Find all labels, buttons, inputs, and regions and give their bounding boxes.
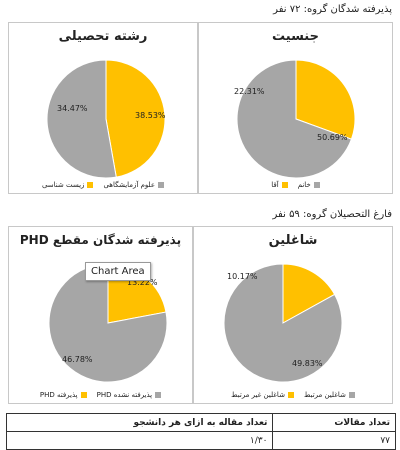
chart-title-employed: شاغلین — [268, 233, 318, 248]
legend-label: خانم — [297, 181, 311, 189]
data-label-gray: 46.78% — [62, 355, 93, 364]
legend-employed: شاغلین مرتبط شاغلین غیر مرتبط — [194, 391, 392, 399]
legend-item-yellow: زیست شناسی — [41, 181, 94, 189]
table-header-row: تعداد مقالات تعداد مقاله به ازای هر دانش… — [5, 413, 396, 432]
pie-slice-yellow — [105, 59, 166, 178]
legend-item-yellow: آقا — [271, 181, 288, 189]
chart-title-gender: جنسیت — [272, 29, 319, 44]
graduates-heading: فارغ التحصیلان گروه: ۵۹ نفر — [272, 209, 392, 220]
legend-label: آقا — [271, 181, 279, 189]
pie-slice-gray — [46, 59, 117, 179]
legend-item-gray: علوم آزمایشگاهی — [103, 181, 165, 189]
data-label-gray: 50.69% — [317, 133, 348, 142]
legend-phd: پذیرفته نشده PHD پذیرفته PHD — [9, 391, 192, 399]
chart-title-field: رشته تحصیلی — [58, 29, 148, 44]
pie-slice-yellow — [282, 263, 336, 324]
legend-swatch-gray — [313, 182, 320, 188]
legend-gender: خانم آقا — [199, 181, 392, 189]
legend-swatch-gray — [348, 392, 355, 398]
legend-swatch-gray — [158, 182, 165, 188]
pie-slice-gray — [223, 263, 343, 383]
legend-label: شاغلین مرتبط — [303, 391, 346, 399]
chart-panel-gender[interactable]: جنسیت 22.31% 50.69% خانم آقا — [198, 22, 393, 194]
legend-swatch-gray — [155, 392, 162, 398]
legend-item-gray: خانم — [298, 181, 320, 189]
legend-label: زیست شناسی — [41, 181, 85, 189]
legend-item-yellow: شاغلین غیر مرتبط — [231, 391, 294, 399]
chart-title-phd: پذیرفته شدگان مقطع PHD — [19, 233, 182, 247]
accepted-heading: پذیرفته شدگان گروه: ۷۲ نفر — [273, 4, 392, 15]
data-label-yellow: 10.17% — [227, 272, 258, 281]
legend-label: شاغلین غیر مرتبط — [231, 391, 285, 399]
legend-swatch-yellow — [87, 182, 94, 188]
legend-swatch-yellow — [80, 392, 87, 398]
data-label-gray: 49.83% — [292, 359, 323, 368]
data-label-yellow: 13.22% — [127, 278, 158, 287]
table-row: ۷۷ ۱/۳۰ — [5, 431, 396, 450]
chart-area-tooltip: Chart Area — [85, 262, 151, 281]
chart-panel-phd[interactable]: پذیرفته شدگان مقطع PHD 13.22% 46.78% پذی… — [8, 226, 193, 404]
legend-item-yellow: پذیرفته PHD — [40, 391, 87, 399]
chart-panel-employed[interactable]: شاغلین 10.17% 49.83% شاغلین مرتبط شاغلین… — [193, 226, 393, 404]
pie-slice-yellow — [295, 59, 356, 140]
chart-panel-field[interactable]: رشته تحصیلی 34.47% 38.53% علوم آزمایشگاه… — [8, 22, 198, 194]
legend-label: پذیرفته PHD — [39, 391, 78, 399]
legend-swatch-yellow — [281, 182, 288, 188]
table-cell: ۷۷ — [272, 431, 396, 450]
pie-chart-employed — [223, 263, 343, 383]
data-label-yellow: 22.31% — [234, 87, 265, 96]
pie-chart-gender — [236, 59, 356, 179]
pie-slice-gray — [48, 263, 168, 383]
stats-table: تعداد مقالات تعداد مقاله به ازای هر دانش… — [5, 413, 396, 450]
table-header-cell: تعداد مقاله به ازای هر دانشجو — [5, 413, 274, 432]
data-label-gray: 38.53% — [135, 111, 166, 120]
legend-field: علوم آزمایشگاهی زیست شناسی — [9, 181, 197, 189]
table-header-cell: تعداد مقالات — [272, 413, 396, 432]
legend-label: پذیرفته نشده PHD — [96, 391, 153, 399]
legend-swatch-yellow — [287, 392, 294, 398]
legend-label: علوم آزمایشگاهی — [103, 181, 156, 189]
pie-chart-field — [46, 59, 166, 179]
data-label-yellow: 34.47% — [57, 104, 88, 113]
table-cell: ۱/۳۰ — [5, 431, 274, 450]
legend-item-gray: شاغلین مرتبط — [304, 391, 355, 399]
pie-slice-gray — [236, 59, 353, 179]
legend-item-gray: پذیرفته نشده PHD — [97, 391, 162, 399]
